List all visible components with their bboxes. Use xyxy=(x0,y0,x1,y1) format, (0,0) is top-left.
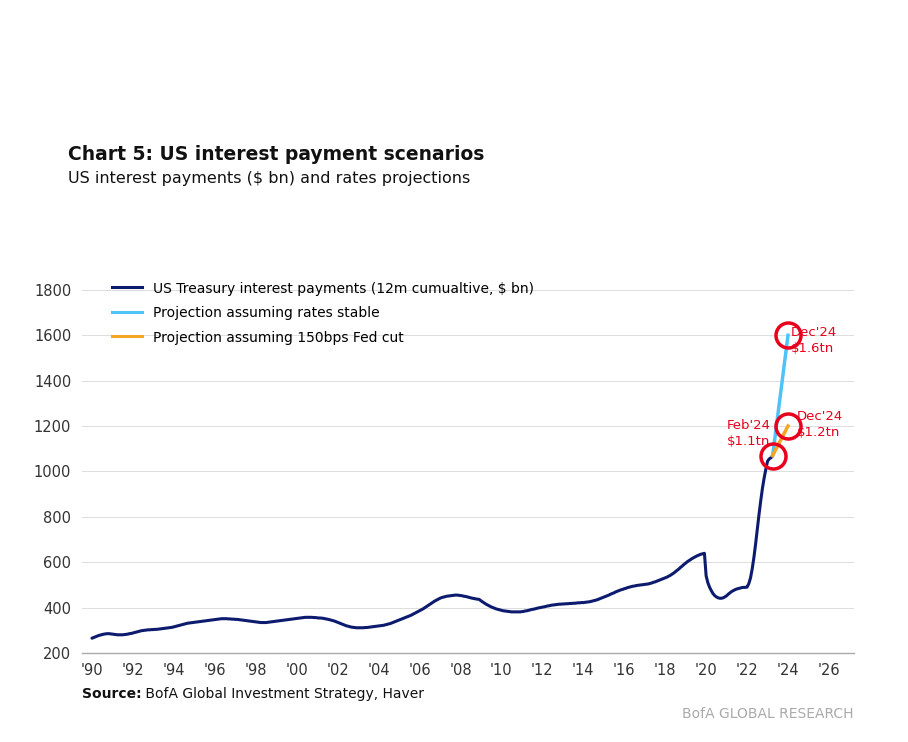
Legend: US Treasury interest payments (12m cumualtive, $ bn), Projection assuming rates : US Treasury interest payments (12m cumua… xyxy=(112,282,535,344)
Text: Dec'24
$1.2tn: Dec'24 $1.2tn xyxy=(797,410,844,439)
Text: Chart 5: US interest payment scenarios: Chart 5: US interest payment scenarios xyxy=(68,145,485,164)
Text: Source:: Source: xyxy=(82,687,142,701)
Text: BofA Global Investment Strategy, Haver: BofA Global Investment Strategy, Haver xyxy=(141,687,424,701)
Text: US interest payments ($ bn) and rates projections: US interest payments ($ bn) and rates pr… xyxy=(68,171,470,186)
Text: Feb'24
$1.1tn: Feb'24 $1.1tn xyxy=(726,418,771,447)
Text: BofA GLOBAL RESEARCH: BofA GLOBAL RESEARCH xyxy=(682,707,854,721)
Text: Dec'24
$1.6tn: Dec'24 $1.6tn xyxy=(791,326,836,355)
